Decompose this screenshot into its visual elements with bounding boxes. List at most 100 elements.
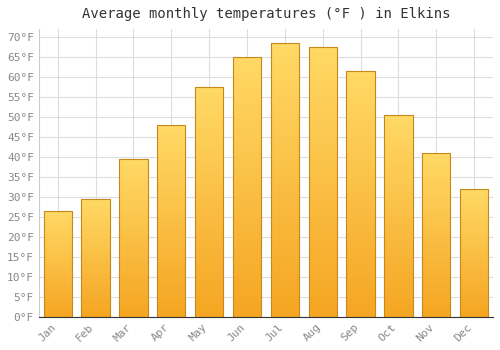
Bar: [422, 300, 450, 304]
Bar: [384, 180, 412, 184]
Bar: [384, 301, 412, 305]
Bar: [422, 297, 450, 300]
Bar: [460, 197, 488, 199]
Title: Average monthly temperatures (°F ) in Elkins: Average monthly temperatures (°F ) in El…: [82, 7, 450, 21]
Bar: [82, 241, 110, 244]
Bar: [270, 114, 299, 120]
Bar: [308, 112, 337, 117]
Bar: [157, 202, 186, 205]
Bar: [157, 160, 186, 163]
Bar: [308, 285, 337, 290]
Bar: [44, 211, 72, 213]
Bar: [422, 238, 450, 242]
Bar: [308, 301, 337, 306]
Bar: [233, 135, 261, 140]
Bar: [233, 78, 261, 83]
Bar: [195, 119, 224, 124]
Bar: [460, 271, 488, 273]
Bar: [233, 203, 261, 208]
Bar: [422, 284, 450, 287]
Bar: [157, 252, 186, 255]
Bar: [119, 301, 148, 304]
Bar: [195, 161, 224, 165]
Bar: [157, 248, 186, 252]
Bar: [346, 292, 375, 297]
Bar: [460, 314, 488, 317]
Bar: [233, 145, 261, 150]
Bar: [233, 99, 261, 104]
Bar: [44, 302, 72, 304]
Bar: [270, 136, 299, 142]
Bar: [119, 172, 148, 175]
Bar: [384, 147, 412, 151]
Bar: [82, 296, 110, 298]
Bar: [346, 263, 375, 268]
Bar: [308, 247, 337, 252]
Bar: [119, 260, 148, 263]
Bar: [308, 90, 337, 96]
Bar: [422, 205, 450, 209]
Bar: [270, 251, 299, 257]
Bar: [384, 256, 412, 260]
Bar: [346, 96, 375, 100]
Bar: [308, 47, 337, 52]
Bar: [270, 142, 299, 147]
Bar: [270, 43, 299, 317]
Bar: [119, 295, 148, 298]
Bar: [346, 278, 375, 282]
Bar: [157, 275, 186, 279]
Bar: [157, 240, 186, 244]
Bar: [308, 155, 337, 160]
Bar: [82, 199, 110, 317]
Bar: [308, 279, 337, 285]
Bar: [422, 202, 450, 205]
Bar: [308, 166, 337, 171]
Bar: [422, 258, 450, 261]
Bar: [346, 243, 375, 248]
Bar: [422, 222, 450, 225]
Bar: [233, 187, 261, 192]
Bar: [195, 308, 224, 312]
Bar: [195, 252, 224, 257]
Bar: [270, 125, 299, 131]
Bar: [195, 87, 224, 317]
Bar: [82, 220, 110, 223]
Bar: [270, 186, 299, 191]
Bar: [384, 204, 412, 208]
Bar: [460, 312, 488, 314]
Bar: [346, 71, 375, 76]
Bar: [346, 120, 375, 125]
Bar: [195, 110, 224, 114]
Bar: [308, 220, 337, 225]
Bar: [119, 229, 148, 232]
Bar: [460, 245, 488, 248]
Bar: [157, 267, 186, 271]
Bar: [422, 304, 450, 307]
Bar: [346, 184, 375, 189]
Bar: [308, 149, 337, 155]
Bar: [270, 224, 299, 229]
Bar: [270, 257, 299, 262]
Bar: [346, 282, 375, 287]
Bar: [44, 217, 72, 219]
Bar: [157, 290, 186, 294]
Bar: [157, 129, 186, 133]
Bar: [119, 307, 148, 310]
Bar: [233, 150, 261, 156]
Bar: [82, 305, 110, 307]
Bar: [384, 220, 412, 224]
Bar: [44, 232, 72, 234]
Bar: [460, 273, 488, 276]
Bar: [195, 234, 224, 239]
Bar: [82, 239, 110, 241]
Bar: [82, 291, 110, 293]
Bar: [82, 281, 110, 284]
Bar: [460, 250, 488, 253]
Bar: [422, 153, 450, 317]
Bar: [384, 159, 412, 163]
Bar: [233, 114, 261, 119]
Bar: [233, 182, 261, 187]
Bar: [157, 225, 186, 229]
Bar: [270, 120, 299, 125]
Bar: [346, 110, 375, 115]
